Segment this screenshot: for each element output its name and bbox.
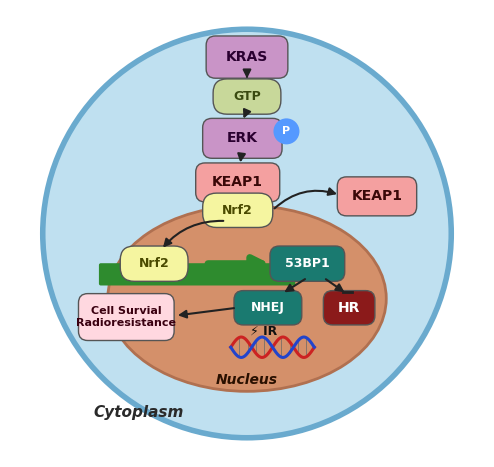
- FancyBboxPatch shape: [203, 118, 282, 158]
- FancyBboxPatch shape: [206, 36, 288, 78]
- FancyBboxPatch shape: [234, 290, 302, 325]
- Text: Nucleus: Nucleus: [216, 373, 278, 387]
- Text: ⚡ IR: ⚡ IR: [249, 325, 277, 338]
- FancyBboxPatch shape: [270, 246, 345, 281]
- Text: Cell Survial
Radioresistance: Cell Survial Radioresistance: [76, 306, 176, 328]
- Text: Nrf2: Nrf2: [222, 204, 253, 217]
- Text: GTP: GTP: [233, 90, 261, 103]
- Text: Nrf2: Nrf2: [139, 257, 169, 270]
- FancyBboxPatch shape: [337, 177, 416, 216]
- FancyBboxPatch shape: [203, 193, 273, 227]
- Text: KRAS: KRAS: [226, 50, 268, 64]
- FancyBboxPatch shape: [196, 163, 280, 202]
- Text: 53BP1: 53BP1: [285, 257, 329, 270]
- Text: ERK: ERK: [227, 131, 258, 145]
- FancyBboxPatch shape: [79, 294, 174, 340]
- Text: NHEJ: NHEJ: [251, 301, 285, 314]
- FancyBboxPatch shape: [99, 263, 295, 285]
- FancyBboxPatch shape: [213, 79, 281, 114]
- Text: Cytoplasm: Cytoplasm: [94, 405, 184, 420]
- Text: KEAP1: KEAP1: [212, 176, 263, 190]
- Circle shape: [274, 118, 299, 144]
- FancyBboxPatch shape: [324, 290, 375, 325]
- Ellipse shape: [43, 29, 451, 438]
- Ellipse shape: [108, 205, 386, 391]
- FancyBboxPatch shape: [120, 246, 188, 281]
- Text: HR: HR: [338, 301, 360, 315]
- Text: P: P: [283, 127, 290, 136]
- Text: ARE: ARE: [151, 269, 176, 279]
- Text: KEAP1: KEAP1: [352, 189, 403, 203]
